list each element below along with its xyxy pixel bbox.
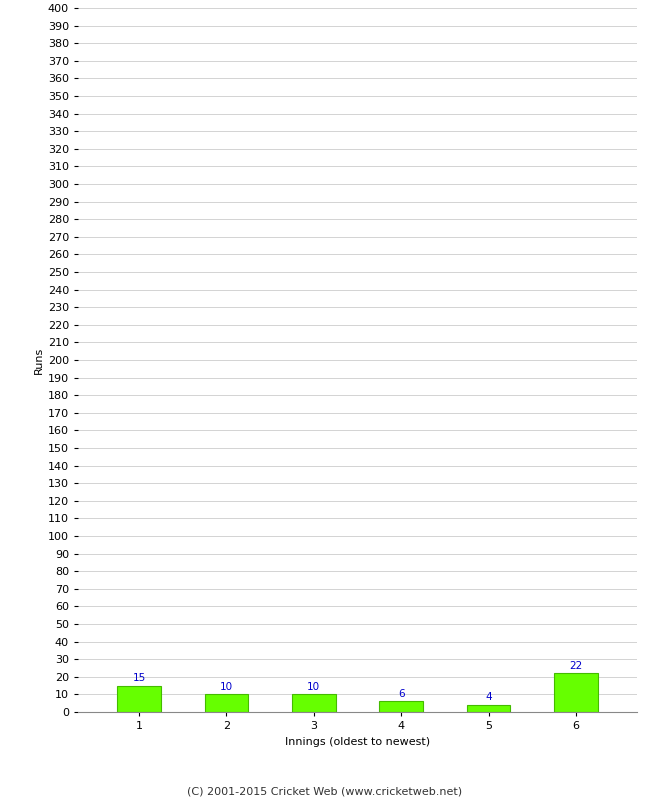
Bar (205, 694, 248, 712)
Text: 10: 10 (220, 682, 233, 692)
Text: (C) 2001-2015 Cricket Web (www.cricketweb.net): (C) 2001-2015 Cricket Web (www.cricketwe… (187, 786, 463, 796)
Bar (117, 686, 161, 712)
X-axis label: Innings (oldest to newest): Innings (oldest to newest) (285, 737, 430, 746)
Text: 10: 10 (307, 682, 320, 692)
Bar (380, 702, 423, 712)
Bar (292, 694, 335, 712)
Text: 6: 6 (398, 689, 404, 699)
Bar (554, 674, 598, 712)
Text: 22: 22 (569, 661, 582, 670)
Text: 15: 15 (133, 673, 146, 683)
Bar (467, 705, 510, 712)
Y-axis label: Runs: Runs (34, 346, 44, 374)
Text: 4: 4 (485, 692, 492, 702)
